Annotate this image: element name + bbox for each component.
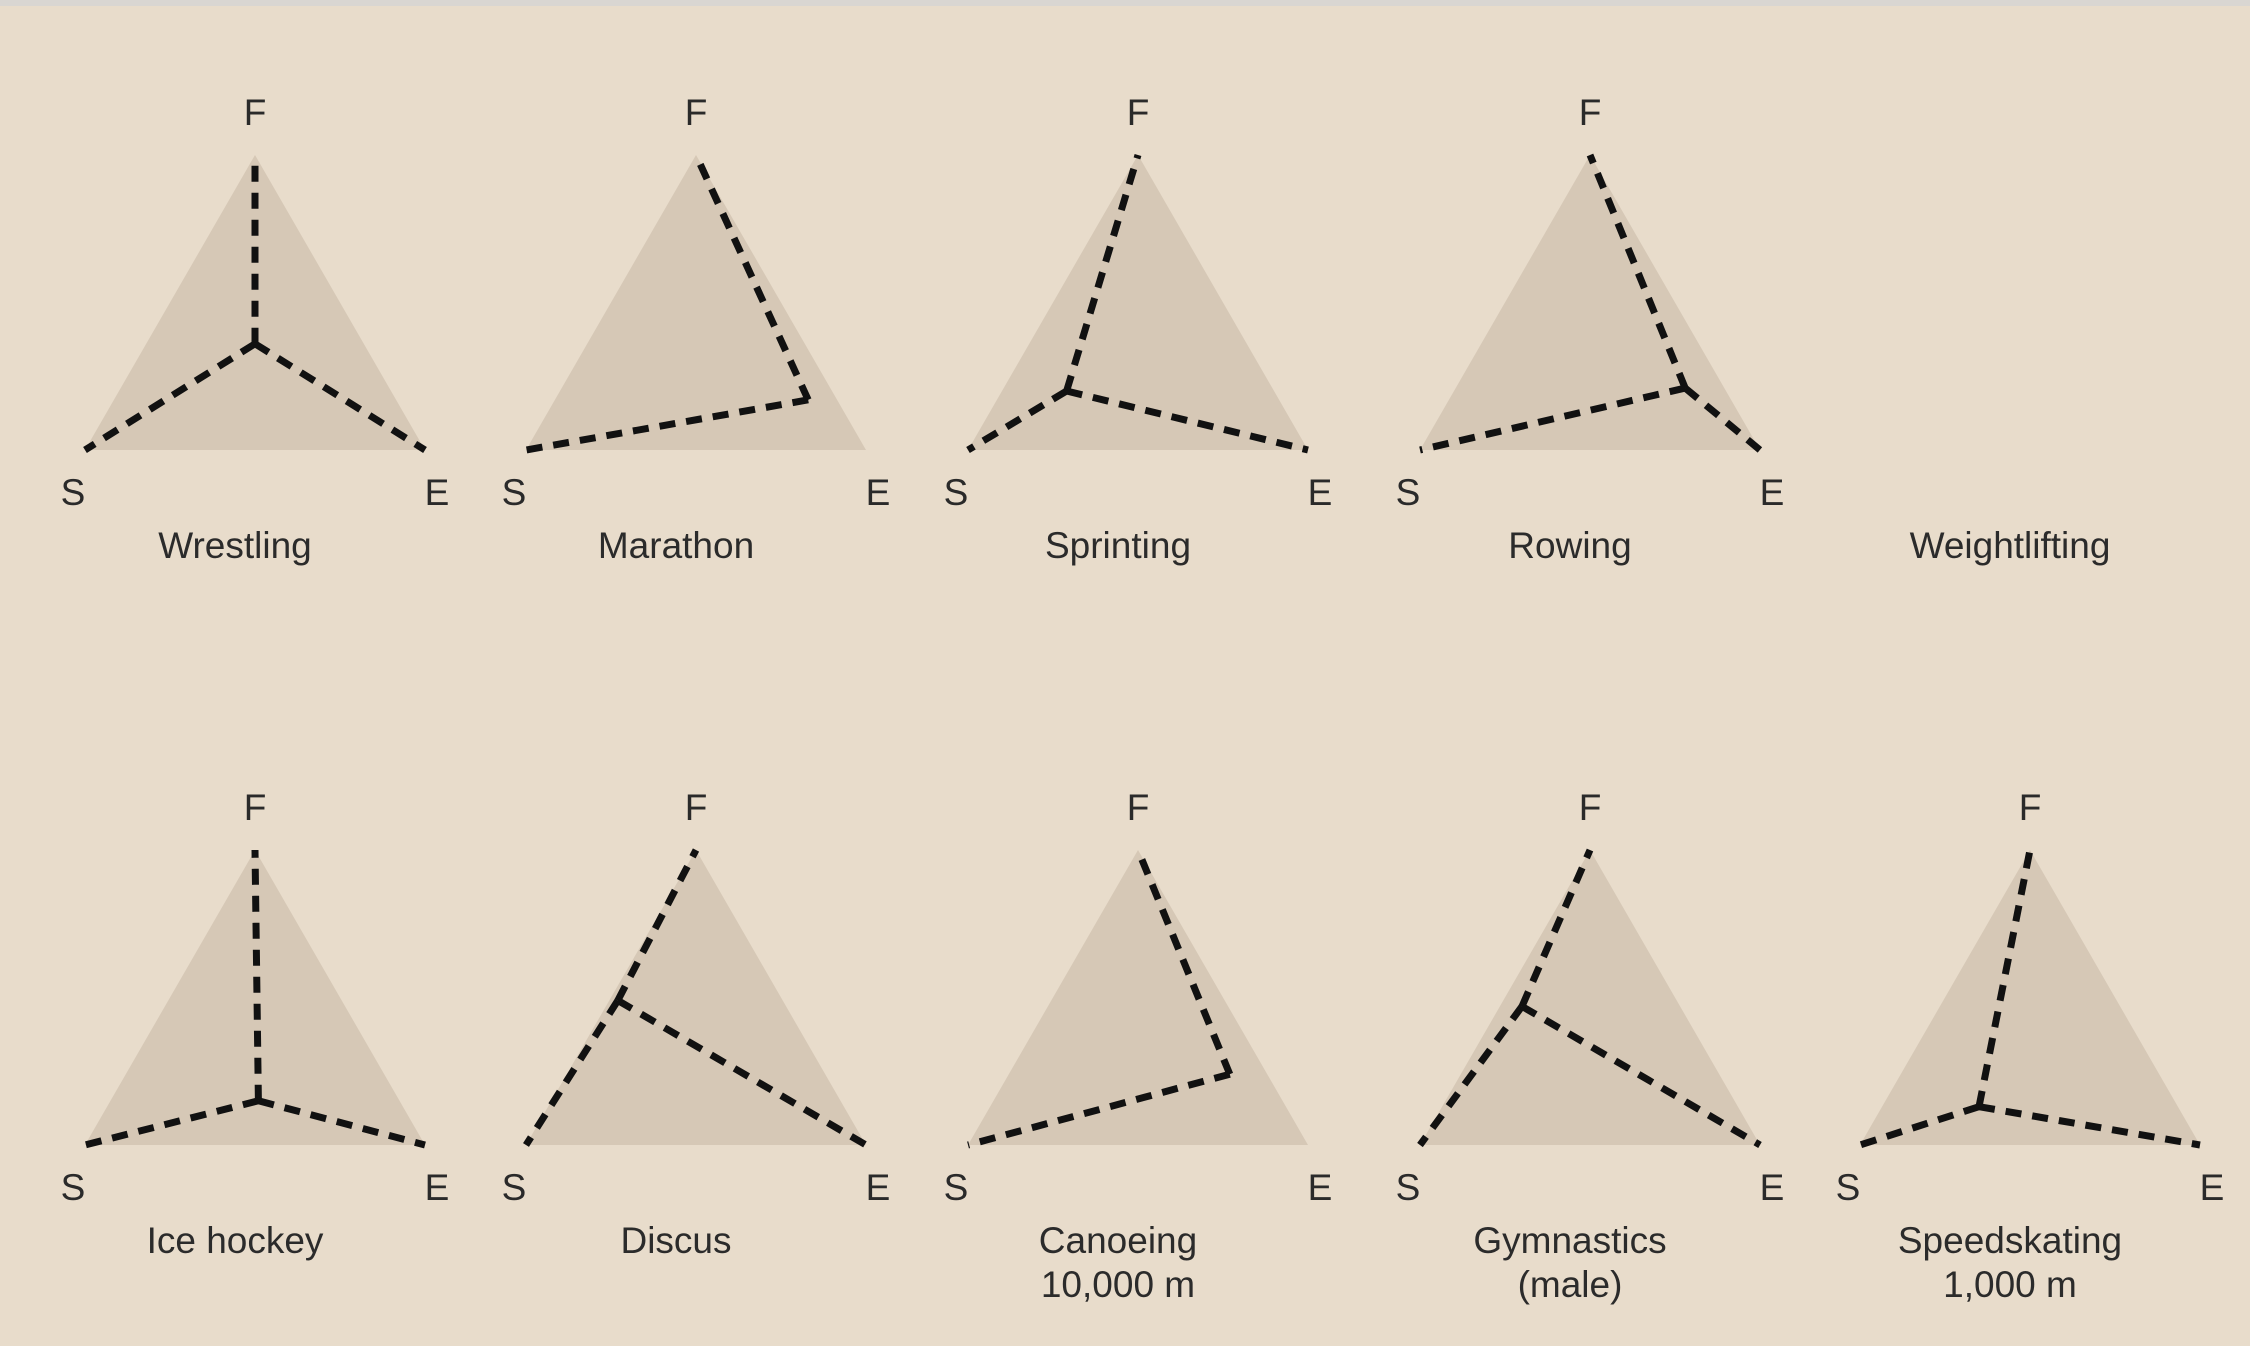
spoke-to-right [1978, 1103, 2201, 1149]
triangle-background [1860, 850, 2200, 1145]
vertex-label-f: F [2019, 787, 2042, 828]
spoke-to-left [1419, 384, 1686, 454]
vertex-label-s: S [502, 472, 527, 513]
vertex-label-s: S [502, 1167, 527, 1208]
triangle-background [526, 155, 866, 450]
vertex-label-f: F [244, 787, 267, 828]
vertex-label-s: S [944, 1167, 969, 1208]
vertex-label-f: F [685, 787, 708, 828]
top-border [0, 0, 2250, 6]
vertex-label-e: E [1760, 472, 1785, 513]
spoke-to-top [251, 849, 262, 1101]
panel-ice-hockey: F S E Ice hockey [61, 787, 450, 1261]
spoke-to-left [523, 998, 621, 1147]
vertex-label-s: S [1836, 1167, 1861, 1208]
vertex-label-e: E [1760, 1167, 1785, 1208]
spoke-to-top [1975, 849, 2034, 1108]
sport-label: Discus [620, 1220, 731, 1261]
spoke-to-left [84, 1097, 260, 1149]
spoke-to-right [253, 340, 427, 453]
vertex-label-e: E [866, 1167, 891, 1208]
spoke-to-top [1586, 153, 1689, 390]
sport-label: Ice hockey [147, 1220, 324, 1261]
sport-label: Wrestling [158, 525, 312, 566]
sport-label: Canoeing [1039, 1220, 1197, 1261]
sport-label: Marathon [598, 525, 754, 566]
spoke-to-top [692, 153, 812, 402]
vertex-label-s: S [61, 1167, 86, 1208]
vertex-label-s: S [1396, 1167, 1421, 1208]
spoke-to-left [525, 396, 809, 454]
spoke-to-left [1417, 1004, 1525, 1148]
spoke-to-top [614, 848, 700, 1003]
vertex-label-e: E [866, 472, 891, 513]
vertex-label-s: S [1396, 472, 1421, 513]
sport-label-sub: (male) [1518, 1264, 1623, 1305]
spoke-to-left [967, 1070, 1231, 1149]
panel-sprinting: F S E Sprinting [944, 92, 1333, 566]
vertex-label-s: S [61, 472, 86, 513]
spoke-to-right [616, 997, 868, 1149]
vertex-label-f: F [244, 92, 267, 133]
vertex-label-e: E [1308, 1167, 1333, 1208]
vertex-label-f: F [1579, 787, 1602, 828]
sport-label: Speedskating [1898, 1220, 2122, 1261]
triangle-background [526, 850, 866, 1145]
vertex-label-s: S [944, 472, 969, 513]
panel-discus: F S E Discus [502, 787, 891, 1261]
triangle-background [1420, 155, 1760, 450]
vertex-label-f: F [685, 92, 708, 133]
vertex-label-e: E [425, 472, 450, 513]
spoke-to-left [966, 387, 1069, 454]
spoke-to-top [1063, 153, 1142, 393]
spoke-to-top [1518, 848, 1594, 1008]
triangle-background [1420, 850, 1760, 1145]
spoke-to-right [1520, 1003, 1762, 1149]
spoke-to-left [83, 340, 257, 453]
spoke-to-right [1065, 387, 1309, 454]
panel-weightlifting: Weightlifting [1910, 525, 2111, 566]
sport-label: Sprinting [1045, 525, 1191, 566]
sport-label: Gymnastics [1473, 1220, 1666, 1261]
sport-label: Weightlifting [1910, 525, 2111, 566]
vertex-label-f: F [1127, 92, 1150, 133]
sport-label: Rowing [1508, 525, 1631, 566]
panel-rowing: F S E Rowing [1396, 92, 1785, 566]
spoke-to-left [1858, 1103, 1981, 1149]
triangle-background [968, 155, 1308, 450]
panel-gymnastics-male-: F S E Gymnastics(male) [1396, 787, 1785, 1305]
spoke-to-top [1134, 848, 1234, 1076]
spoke-to-right [257, 1097, 426, 1149]
vertex-label-e: E [1308, 472, 1333, 513]
triangle-background [85, 850, 425, 1145]
panel-wrestling: F S E Wrestling [61, 92, 450, 566]
sport-label-sub: 1,000 m [1943, 1264, 2077, 1305]
vertex-label-e: E [425, 1167, 450, 1208]
vertex-label-f: F [1127, 787, 1150, 828]
vertex-label-e: E [2200, 1167, 2225, 1208]
vertex-label-f: F [1579, 92, 1602, 133]
sport-label-sub: 10,000 m [1041, 1264, 1195, 1305]
triangle-background [968, 850, 1308, 1145]
panel-marathon: F S E Marathon [502, 92, 891, 566]
